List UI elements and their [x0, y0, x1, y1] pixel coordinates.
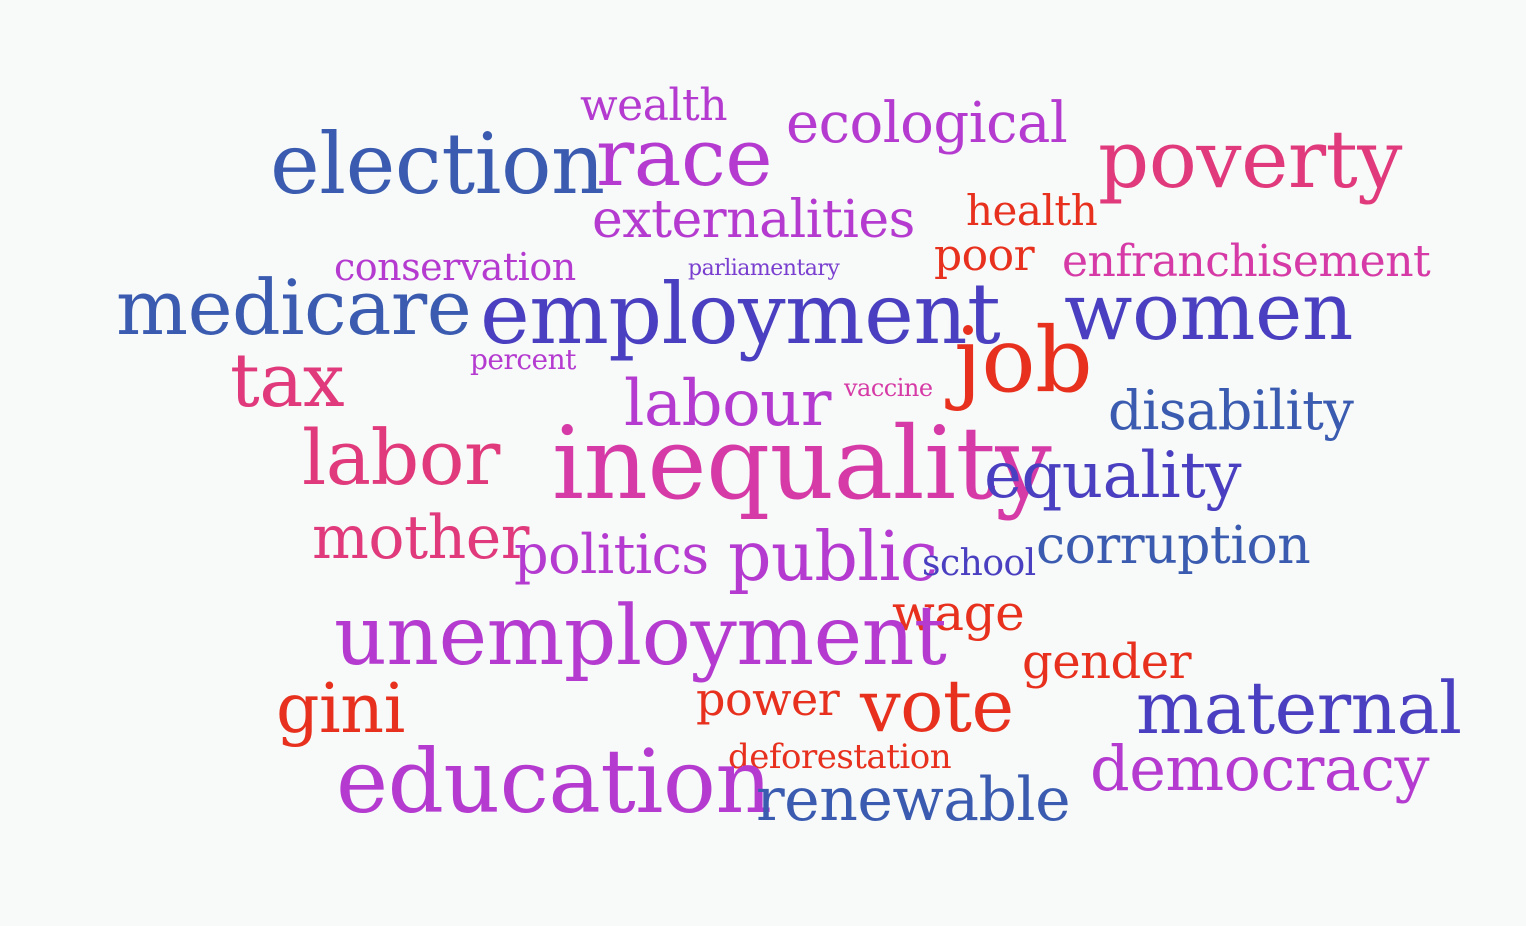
- word-poor: poor: [934, 230, 1035, 281]
- word-conservation: conservation: [334, 245, 576, 289]
- word-externalities: externalities: [592, 190, 915, 250]
- word-disability: disability: [1108, 379, 1354, 442]
- word-labour: labour: [624, 367, 831, 441]
- word-enfranchisement: enfranchisement: [1062, 236, 1431, 287]
- word-race: race: [596, 111, 773, 204]
- word-vaccine: vaccine: [844, 374, 933, 402]
- word-tax: tax: [230, 338, 345, 424]
- word-renewable: renewable: [756, 765, 1071, 835]
- word-politics: politics: [514, 523, 709, 586]
- word-mother: mother: [312, 503, 529, 573]
- word-labor: labor: [302, 413, 500, 502]
- word-health: health: [966, 186, 1098, 235]
- word-wage: wage: [892, 584, 1025, 642]
- word-equality: equality: [984, 439, 1242, 513]
- word-corruption: corruption: [1036, 516, 1311, 576]
- word-medicare: medicare: [116, 263, 472, 352]
- word-percent: percent: [470, 343, 576, 376]
- word-unemployment: unemployment: [334, 589, 947, 684]
- word-public: public: [728, 518, 938, 597]
- word-women: women: [1064, 265, 1353, 358]
- word-ecological: ecological: [786, 91, 1068, 156]
- word-poverty: poverty: [1098, 113, 1403, 206]
- word-education: education: [336, 730, 772, 833]
- word-deforestation: deforestation: [728, 737, 952, 777]
- word-employment: employment: [480, 265, 1001, 363]
- word-maternal: maternal: [1136, 666, 1462, 750]
- word-gini: gini: [276, 670, 405, 749]
- word-gender: gender: [1022, 634, 1192, 690]
- word-power: power: [696, 672, 840, 726]
- word-democracy: democracy: [1090, 732, 1430, 805]
- word-vote: vote: [860, 664, 1014, 748]
- word-wealth: wealth: [580, 80, 728, 131]
- word-inequality: inequality: [552, 405, 1052, 522]
- word-school: school: [922, 543, 1036, 584]
- word-parliamentary: parliamentary: [688, 256, 840, 281]
- word-job: job: [954, 308, 1093, 413]
- word-election: election: [270, 115, 605, 213]
